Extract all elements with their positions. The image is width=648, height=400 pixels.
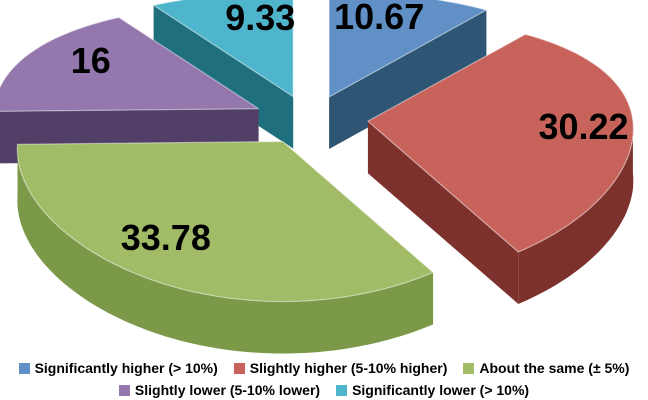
legend-item-1: Significantly higher (> 10%) (18, 360, 218, 377)
data-label: 10.67 (334, 0, 424, 37)
slice-top (153, 0, 294, 98)
slice-side-edge (367, 121, 519, 304)
legend-item-2: Slightly higher (5-10% higher) (233, 360, 448, 377)
legend-label: Significantly lower (> 10%) (352, 382, 530, 398)
data-label: 9.33 (225, 0, 295, 38)
legend-swatch-icon (336, 385, 348, 396)
data-label: 30.22 (538, 106, 628, 147)
legend-item-5: Significantly lower (> 10%) (336, 382, 529, 399)
slice-side-rim (17, 144, 434, 354)
legend-swatch-icon (233, 363, 245, 374)
data-label: 33.78 (121, 217, 211, 258)
data-label: 16 (71, 40, 111, 81)
slice-top (367, 33, 634, 253)
slice-side-rim (518, 121, 634, 304)
legend-swatch-icon (463, 363, 475, 374)
legend-label: Slightly lower (5-10% lower) (134, 382, 321, 398)
legend-swatch-icon (118, 385, 130, 396)
slice-top (16, 140, 434, 303)
slice-top (0, 16, 260, 112)
slice-top (328, 0, 487, 98)
legend-label: Significantly higher (> 10%) (34, 360, 218, 376)
legend-label: About the same (± 5%) (479, 360, 630, 376)
legend-item-4: Slightly lower (5-10% lower) (118, 382, 321, 399)
pie-slice-1 (328, 0, 487, 149)
slice-side-edge (329, 10, 487, 149)
pie-slice-2 (367, 33, 634, 304)
legend-item-3: About the same (± 5%) (463, 360, 629, 377)
legend-swatch-icon (18, 363, 30, 374)
chart-legend: Significantly higher (> 10%) Slightly hig… (0, 360, 648, 399)
legend-label: Slightly higher (5-10% higher) (249, 360, 448, 376)
pie-slice-3 (16, 140, 434, 354)
